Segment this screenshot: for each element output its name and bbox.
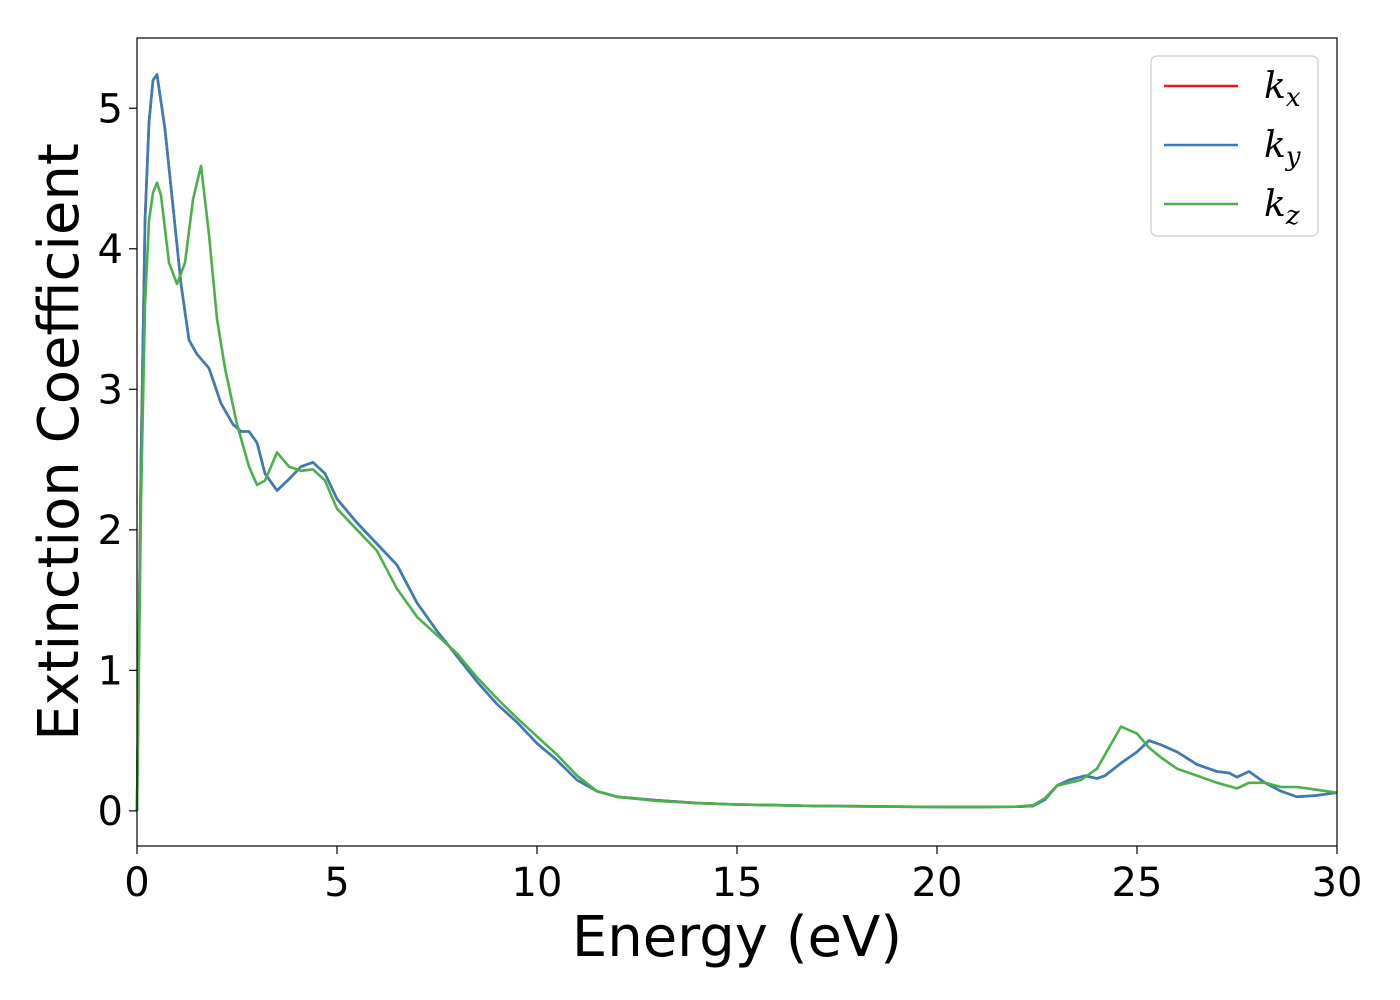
legend: kx ky kz bbox=[1150, 55, 1319, 237]
x-tick-label: 20 bbox=[912, 860, 963, 906]
y-tick-label: 3 bbox=[98, 367, 123, 413]
plot-background bbox=[137, 38, 1337, 846]
y-tick-label: 5 bbox=[98, 86, 123, 132]
legend-label-x: kx bbox=[1264, 66, 1301, 113]
y-tick-label: 4 bbox=[98, 227, 123, 273]
x-tick-label: 10 bbox=[512, 860, 563, 906]
y-axis-ticks: 0 1 2 3 4 5 bbox=[98, 86, 137, 835]
series-layer bbox=[135, 73, 1338, 811]
series-line-y bbox=[135, 73, 1338, 811]
x-axis-ticks: 0 5 10 15 20 25 30 bbox=[124, 846, 1362, 906]
x-axis-title: Energy (eV) bbox=[572, 905, 902, 970]
series-line-z bbox=[135, 164, 1338, 811]
y-tick-label: 1 bbox=[98, 648, 123, 694]
x-tick-label: 5 bbox=[324, 860, 349, 906]
y-axis-title: Extinction Coefficient bbox=[27, 143, 92, 741]
y-tick-label: 0 bbox=[98, 789, 123, 835]
x-tick-label: 0 bbox=[124, 860, 149, 906]
legend-label-y: ky bbox=[1264, 125, 1301, 172]
y-tick-label: 2 bbox=[98, 508, 123, 554]
x-tick-label: 15 bbox=[712, 860, 763, 906]
x-tick-label: 30 bbox=[1312, 860, 1363, 906]
legend-label-z: kz bbox=[1264, 184, 1300, 231]
x-tick-label: 25 bbox=[1112, 860, 1163, 906]
